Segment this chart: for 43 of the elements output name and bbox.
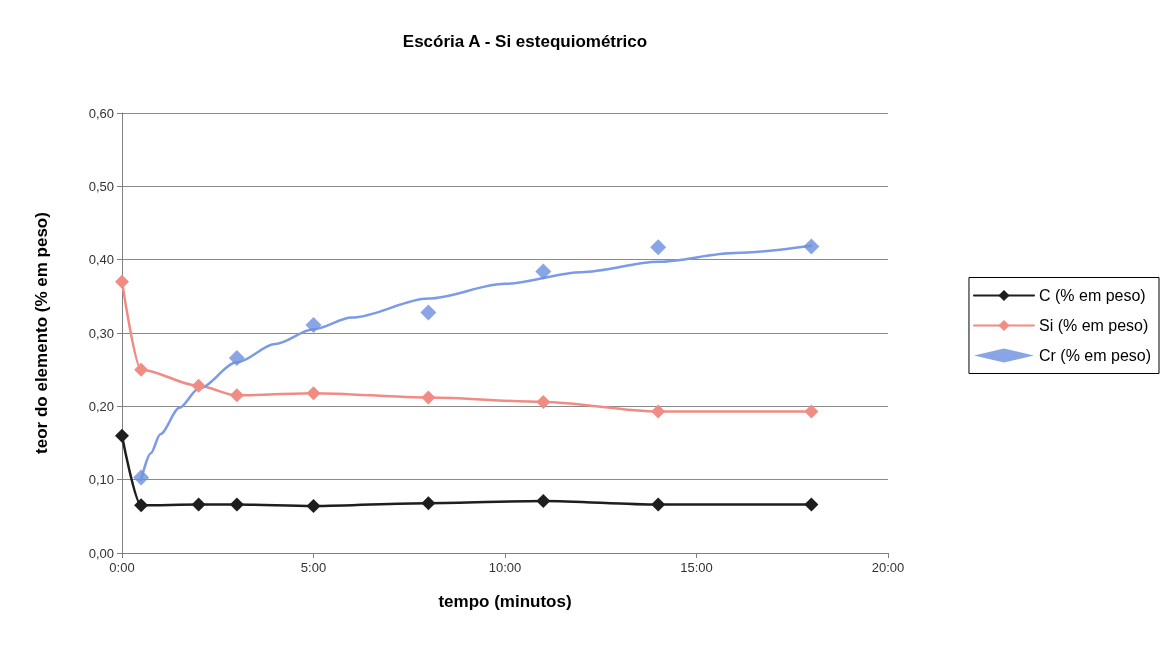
point: [115, 274, 129, 289]
point: [804, 404, 819, 419]
point: [651, 497, 666, 512]
x-axis-title: tempo (minutos): [438, 592, 572, 611]
chart-title: Escória A - Si estequiométrico: [402, 32, 648, 51]
point: [134, 362, 149, 377]
point: [229, 388, 244, 403]
point: [420, 304, 437, 321]
legend-label: C (% em peso): [1038, 287, 1146, 304]
y-tick-label: 0,60: [88, 105, 114, 121]
x-tick-label: 0:00: [109, 560, 135, 575]
legend-label: Si (% em peso): [1038, 317, 1149, 334]
y-tick-label: 0,40: [88, 252, 114, 268]
point: [536, 394, 551, 409]
y-tick-label: 0,50: [88, 178, 114, 194]
y-tick-label: 0,10: [88, 472, 114, 488]
point: [134, 498, 149, 513]
point: [421, 390, 436, 405]
y-tick-label: 0,20: [88, 398, 114, 414]
point: [191, 497, 206, 512]
x-tick-label: 10:00: [488, 560, 522, 575]
y-tick-label: 0,30: [88, 325, 114, 341]
x-tick-label: 20:00: [871, 560, 905, 575]
point: [803, 238, 820, 255]
point: [535, 263, 552, 280]
y-tick-label: 0,00: [88, 545, 114, 561]
point: [306, 499, 321, 514]
point: [651, 404, 666, 419]
point: [305, 316, 322, 333]
point: [115, 428, 129, 443]
legend-label: Cr (% em peso): [1038, 347, 1152, 364]
point: [191, 378, 206, 393]
x-tick-label: 5:00: [300, 560, 327, 575]
y-axis-title: teor do elemento (% em peso): [32, 212, 51, 454]
point: [306, 386, 321, 401]
point: [229, 497, 244, 512]
point: [228, 349, 245, 366]
point: [133, 469, 150, 486]
x-tick-label: 15:00: [680, 560, 713, 575]
point: [536, 493, 551, 508]
point: [804, 497, 819, 512]
point: [650, 239, 667, 256]
point: [421, 496, 436, 511]
